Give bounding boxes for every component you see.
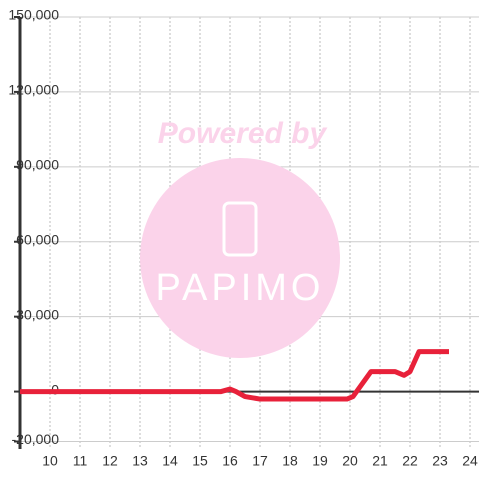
x-tick-label: 24 (462, 453, 478, 469)
x-tick-label: 16 (222, 453, 238, 469)
x-tick-label: 19 (312, 453, 328, 469)
x-tick-label: 22 (402, 453, 418, 469)
x-tick-label: 17 (252, 453, 268, 469)
watermark-text: Powered by (158, 117, 328, 150)
x-tick-label: 13 (132, 453, 148, 469)
x-tick-label: 18 (282, 453, 298, 469)
y-tick-label: 150,000 (8, 7, 59, 23)
x-tick-label: 14 (162, 453, 178, 469)
y-tick-label: 30,000 (16, 306, 59, 322)
x-tick-label: 12 (102, 453, 118, 469)
x-tick-label: 20 (342, 453, 358, 469)
x-tick-label: 11 (73, 453, 88, 469)
x-tick-label: 23 (432, 453, 448, 469)
y-tick-label: 120,000 (8, 82, 59, 98)
watermark-circle (140, 158, 340, 358)
watermark: Powered by PAPIMO (140, 117, 340, 358)
y-tick-label: 60,000 (16, 231, 59, 247)
watermark-logo: PAPIMO (156, 267, 325, 309)
x-tick-label: 15 (192, 453, 208, 469)
data-line (20, 349, 449, 402)
x-tick-label: 10 (42, 453, 58, 469)
x-tick-label: 21 (372, 453, 388, 469)
y-tick-label: -20,000 (12, 431, 60, 447)
y-tick-label: 90,000 (16, 157, 59, 173)
watermark-icon (222, 201, 258, 257)
